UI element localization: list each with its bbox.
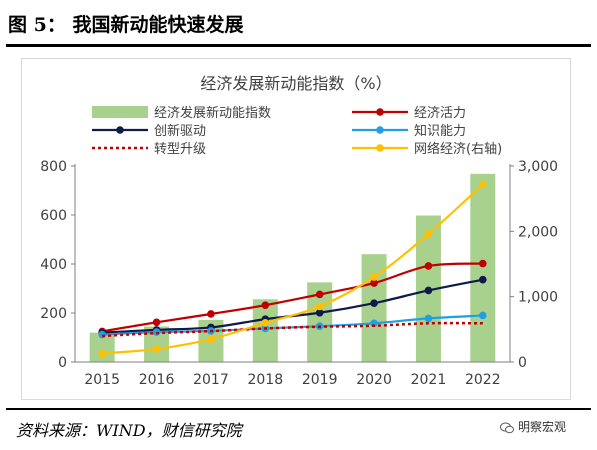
chart-title: 经济发展新动能指数（%） — [200, 74, 391, 93]
point-2018 — [261, 301, 270, 309]
x-tick-label: 2017 — [193, 372, 229, 388]
line-知识能力 — [102, 314, 483, 336]
point-2022 — [479, 311, 487, 320]
point-2019 — [315, 302, 324, 311]
x-tick-label: 2020 — [356, 372, 392, 388]
point-2015 — [98, 330, 106, 339]
point-2019 — [315, 308, 324, 317]
legend-item-知识能力: 知识能力 — [352, 123, 466, 139]
figure-title: 图 5： 我国新动能快速发展 — [8, 14, 244, 36]
x-tick-label: 2022 — [465, 372, 501, 388]
right-tick-label: 2,000 — [518, 224, 558, 240]
point-2021 — [424, 230, 433, 238]
point-2016 — [152, 318, 161, 327]
watermark-text: 明察宏观 — [518, 420, 567, 434]
x-tick-label: 2021 — [411, 372, 447, 388]
source-note: 资料来源：WIND，财信研究院 — [16, 421, 242, 440]
legend-item-经济活力: 经济活力 — [352, 106, 466, 121]
legend-marker — [376, 144, 384, 152]
point-2018 — [261, 319, 270, 327]
point-2022 — [479, 259, 487, 268]
legend-label: 经济活力 — [414, 106, 466, 121]
chart-frame: 经济发展新动能指数（%） 经济发展新动能指数 经济活力创新驱动 知识能力转型升级 网络… — [21, 58, 571, 400]
legend-item-网络经济(右轴): 网络经济(右轴) — [352, 141, 502, 157]
point-2015 — [98, 349, 106, 358]
point-2019 — [315, 290, 324, 299]
point-2022 — [479, 275, 487, 284]
legend-label: 转型升级 — [154, 142, 206, 157]
point-2017 — [207, 335, 215, 343]
legend-label: 经济发展新动能指数 — [154, 105, 271, 121]
point-2016 — [152, 345, 161, 353]
left-tick-label: 400 — [40, 257, 67, 273]
right-tick-label: 3,000 — [518, 159, 558, 175]
point-2020 — [370, 273, 378, 281]
legend-marker — [376, 126, 384, 134]
x-tick-label: 2019 — [302, 372, 338, 388]
bar-2022 — [470, 173, 496, 362]
legend-item-经济发展新动能指数: 经济发展新动能指数 — [92, 105, 271, 121]
legend-label: 知识能力 — [414, 123, 466, 139]
legend-item-创新驱动: 创新驱动 — [92, 123, 206, 139]
series-网络经济(右轴) — [98, 180, 487, 358]
footer-rule — [6, 408, 591, 410]
legend-marker — [116, 126, 124, 134]
left-tick-label: 200 — [40, 306, 67, 322]
line-经济活力 — [102, 262, 483, 333]
x-tick-label: 2016 — [139, 372, 175, 388]
legend-marker — [376, 108, 384, 116]
point-2020 — [370, 279, 378, 287]
legend-swatch — [92, 106, 148, 118]
legend-label: 网络经济(右轴) — [414, 141, 502, 157]
wechat-icon — [500, 422, 514, 433]
point-2022 — [479, 180, 487, 189]
legend-item-转型升级: 转型升级 — [92, 142, 206, 157]
x-tick-label: 2018 — [247, 372, 283, 388]
point-2021 — [424, 314, 433, 323]
point-2017 — [207, 310, 215, 318]
right-tick-label: 1,000 — [518, 290, 558, 306]
point-2020 — [370, 299, 378, 307]
line-series — [98, 180, 487, 358]
header-rule — [6, 44, 591, 47]
point-2021 — [424, 286, 433, 295]
left-tick-label: 800 — [40, 159, 67, 175]
chart-axes: 0 200 400 600 800 0 1,000 2,000 3,000 2015 2016 201… — [40, 159, 558, 388]
legend-label: 创新驱动 — [154, 123, 206, 139]
left-tick-label: 600 — [40, 208, 67, 224]
watermark: 明察宏观 — [500, 418, 566, 435]
point-2021 — [424, 262, 433, 270]
right-tick-label: 0 — [518, 355, 527, 371]
x-tick-label: 2015 — [84, 372, 120, 388]
left-tick-label: 0 — [58, 355, 67, 371]
